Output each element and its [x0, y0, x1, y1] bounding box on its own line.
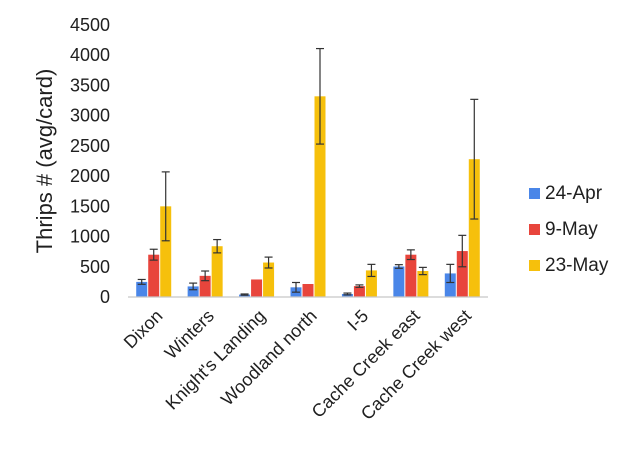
error-bar-24-Apr-Cache Creek west [446, 263, 455, 284]
bar-9-May-Knight's Landing [251, 279, 263, 297]
y-tick-label: 2000 [70, 166, 110, 186]
bar-9-May-Winters [199, 275, 211, 297]
error-bar-24-Apr-Winters [189, 282, 198, 291]
error-bar-23-May-Dixon [161, 171, 170, 242]
error-bar-23-May-Cache Creek west [470, 98, 479, 220]
bar-9-May-Cache Creek west [456, 251, 468, 297]
x-tick-label: Dixon [120, 306, 167, 353]
error-bar-9-May-Winters [201, 270, 210, 282]
error-bar-9-May-Dixon [149, 248, 158, 261]
y-tick-label: 4500 [70, 15, 110, 35]
legend-swatch-24-Apr [529, 188, 540, 199]
error-bar-23-May-Cache Creek east [418, 266, 427, 276]
bar-9-May-Dixon [148, 254, 160, 297]
error-bars-layer [137, 47, 479, 296]
error-bar-24-Apr-Dixon [137, 278, 146, 285]
bar-24-Apr-Knight's Landing [239, 294, 251, 297]
y-tick-label: 0 [100, 287, 110, 307]
x-tick-label: I-5 [343, 306, 372, 335]
legend-label-9-May: 9-May [545, 219, 598, 240]
legend-swatch-9-May [529, 224, 540, 235]
error-bar-9-May-I-5 [355, 284, 364, 288]
y-tick-label: 2500 [70, 136, 110, 156]
bar-24-Apr-Winters [187, 286, 199, 297]
bar-23-May-Cache Creek west [468, 159, 480, 297]
bar-23-May-Woodland north [314, 96, 326, 297]
bar-23-May-I-5 [365, 270, 377, 297]
bar-24-Apr-Cache Creek west [444, 273, 456, 297]
y-tick-label: 1000 [70, 227, 110, 247]
bar-9-May-Woodland north [302, 284, 314, 297]
bar-24-Apr-Dixon [136, 281, 148, 297]
y-tick-label: 500 [80, 257, 110, 277]
error-bar-24-Apr-Woodland north [292, 281, 300, 293]
y-axis-title-group: Thrips # (avg/card) [32, 69, 57, 254]
error-bar-23-May-Winters [213, 238, 222, 254]
legend-label-23-May: 23-May [545, 255, 609, 276]
y-tick-label: 3000 [70, 106, 110, 126]
error-bar-24-Apr-Knight's Landing [240, 293, 249, 296]
bar-9-May-I-5 [353, 286, 365, 297]
legend: 24-Apr 9-May 23-May [529, 183, 609, 276]
x-tick-label: Woodland north [217, 306, 321, 410]
y-axis-title: Thrips # (avg/card) [32, 69, 57, 254]
error-bar-23-May-Knight's Landing [264, 256, 273, 269]
bar-23-May-Dixon [160, 206, 172, 297]
y-axis-ticks: 0 500 1000 1500 2000 2500 3000 3500 4000 4500 [70, 15, 110, 307]
bar-23-May-Winters [211, 246, 223, 297]
y-tick-label: 4000 [70, 45, 110, 65]
bars-layer [136, 96, 480, 297]
bar-24-Apr-I-5 [341, 293, 353, 297]
legend-label-24-Apr: 24-Apr [545, 183, 603, 204]
error-bar-9-May-Cache Creek east [406, 249, 415, 261]
y-tick-label: 1500 [70, 196, 110, 216]
legend-swatch-23-May [529, 260, 540, 271]
bar-9-May-Cache Creek east [405, 254, 417, 297]
error-bar-24-Apr-I-5 [343, 292, 352, 296]
bar-23-May-Knight's Landing [263, 262, 275, 297]
error-bar-23-May-I-5 [367, 263, 376, 278]
error-bar-24-Apr-Cache Creek east [394, 264, 403, 269]
bar-23-May-Cache Creek east [417, 271, 429, 297]
bar-24-Apr-Cache Creek east [393, 266, 405, 297]
error-bar-23-May-Woodland north [316, 47, 324, 145]
y-tick-label: 3500 [70, 75, 110, 95]
error-bar-9-May-Cache Creek west [458, 234, 467, 268]
